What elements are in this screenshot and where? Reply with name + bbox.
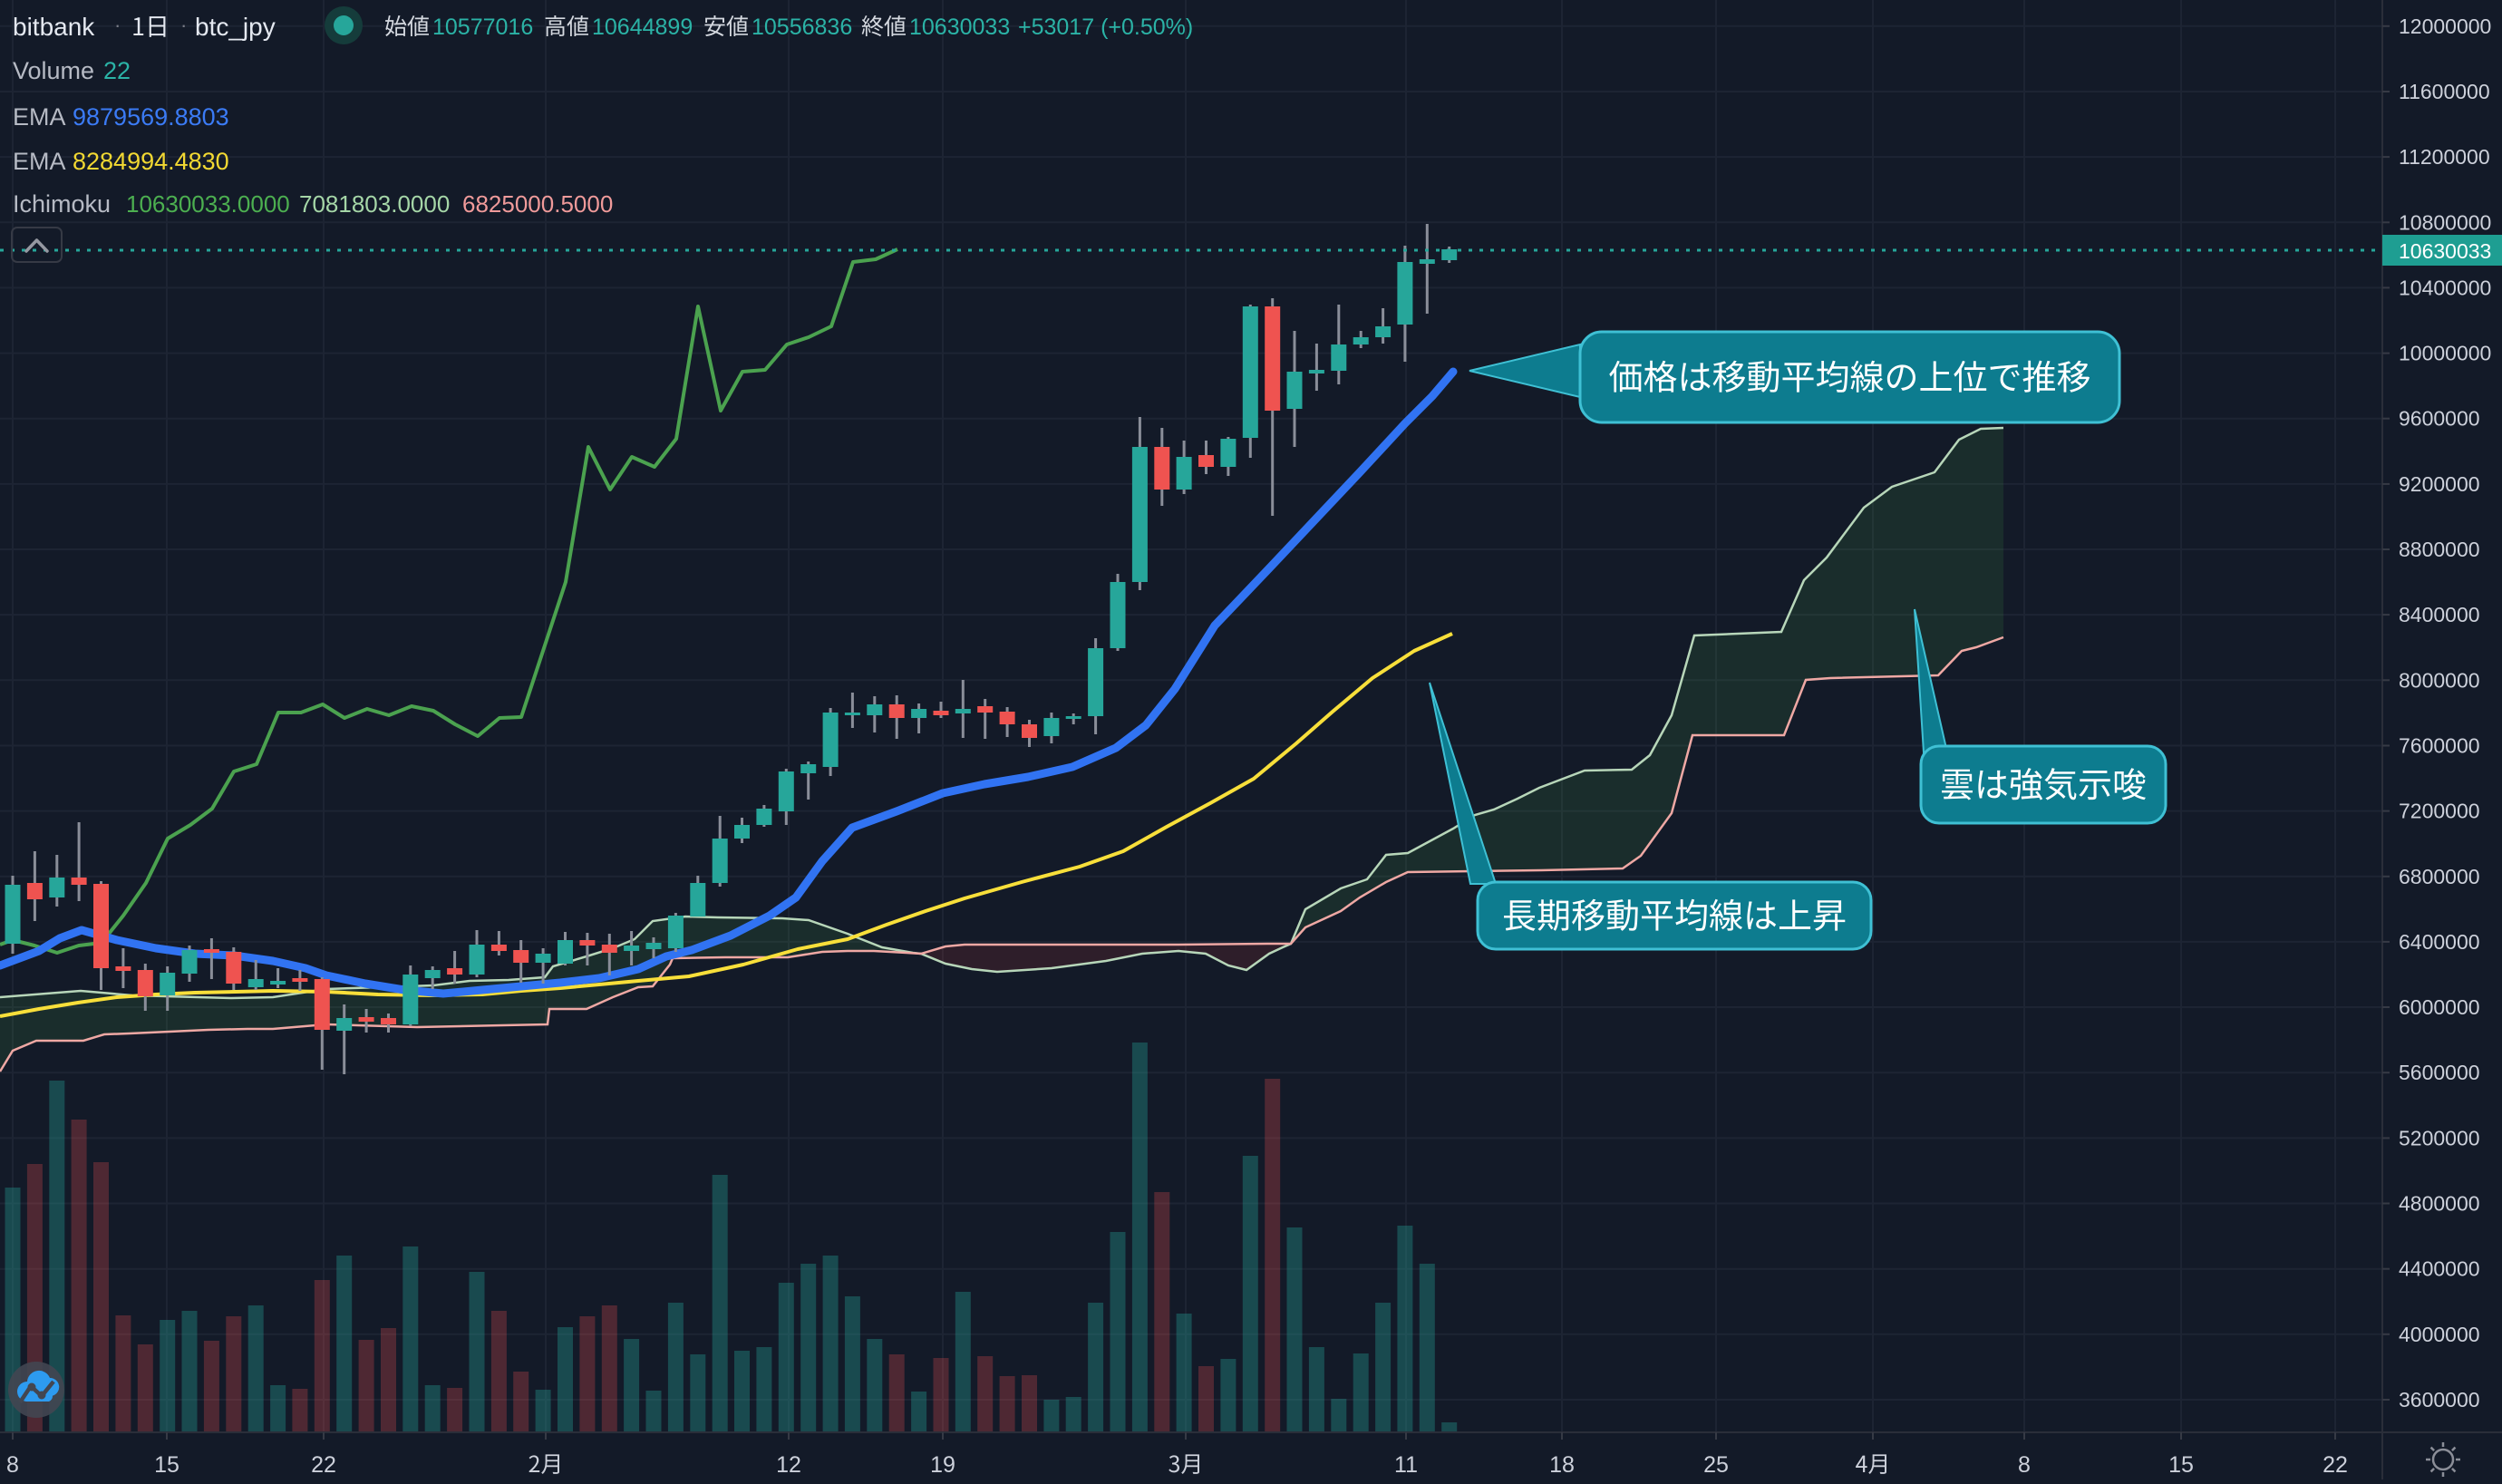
svg-text:25: 25	[1703, 1452, 1729, 1478]
svg-text:8: 8	[2018, 1452, 2031, 1478]
svg-text:15: 15	[154, 1452, 179, 1478]
svg-text:Volume: Volume	[13, 57, 94, 84]
svg-text:8000000: 8000000	[2399, 668, 2480, 692]
svg-text:10556836: 10556836	[752, 15, 852, 40]
svg-text:22: 22	[311, 1452, 336, 1478]
svg-text:4000000: 4000000	[2399, 1323, 2480, 1346]
svg-text:7600000: 7600000	[2399, 734, 2480, 758]
svg-text:bitbank: bitbank	[13, 13, 95, 41]
svg-text:·: ·	[180, 14, 187, 36]
svg-text:Ichimoku: Ichimoku	[13, 190, 111, 218]
svg-text:8284994.4830: 8284994.4830	[73, 148, 229, 175]
svg-text:3600000: 3600000	[2399, 1388, 2480, 1411]
svg-text:18: 18	[1549, 1452, 1575, 1478]
svg-text:10000000: 10000000	[2399, 342, 2491, 365]
svg-text:·: ·	[114, 14, 121, 36]
svg-text:10630033: 10630033	[2399, 239, 2491, 263]
svg-text:10800000: 10800000	[2399, 210, 2491, 234]
svg-text:10630033: 10630033	[909, 15, 1010, 40]
svg-text:12: 12	[776, 1452, 801, 1478]
svg-text:btc_jpy: btc_jpy	[195, 13, 276, 41]
svg-text:9879569.8803: 9879569.8803	[73, 103, 229, 131]
svg-text:6400000: 6400000	[2399, 930, 2480, 954]
svg-text:22: 22	[103, 57, 131, 84]
svg-text:6825000.5000: 6825000.5000	[462, 190, 613, 218]
svg-text:10630033.0000: 10630033.0000	[126, 190, 290, 218]
svg-text:7081803.0000: 7081803.0000	[299, 190, 450, 218]
svg-text:+53017 (+0.50%): +53017 (+0.50%)	[1018, 15, 1193, 40]
svg-text:11600000: 11600000	[2399, 80, 2490, 103]
svg-text:8: 8	[6, 1452, 19, 1478]
svg-text:9600000: 9600000	[2399, 407, 2480, 431]
svg-text:EMA: EMA	[13, 148, 66, 175]
svg-text:22: 22	[2323, 1452, 2348, 1478]
svg-text:9200000: 9200000	[2399, 472, 2480, 496]
svg-text:5200000: 5200000	[2399, 1126, 2480, 1149]
svg-text:5600000: 5600000	[2399, 1061, 2480, 1084]
svg-text:EMA: EMA	[13, 103, 66, 131]
svg-text:7200000: 7200000	[2399, 800, 2480, 823]
svg-text:10644899: 10644899	[592, 15, 693, 40]
svg-text:10400000: 10400000	[2399, 276, 2491, 299]
svg-text:10577016: 10577016	[432, 15, 533, 40]
svg-text:4800000: 4800000	[2399, 1192, 2480, 1216]
svg-text:12000000: 12000000	[2399, 15, 2491, 38]
svg-text:8800000: 8800000	[2399, 538, 2480, 561]
svg-text:8400000: 8400000	[2399, 603, 2480, 626]
svg-text:19: 19	[930, 1452, 955, 1478]
svg-text:4400000: 4400000	[2399, 1257, 2480, 1281]
svg-text:6000000: 6000000	[2399, 995, 2480, 1019]
svg-text:11: 11	[1394, 1452, 1418, 1478]
svg-text:6800000: 6800000	[2399, 865, 2480, 888]
svg-text:11200000: 11200000	[2399, 145, 2490, 169]
svg-text:15: 15	[2168, 1452, 2194, 1478]
